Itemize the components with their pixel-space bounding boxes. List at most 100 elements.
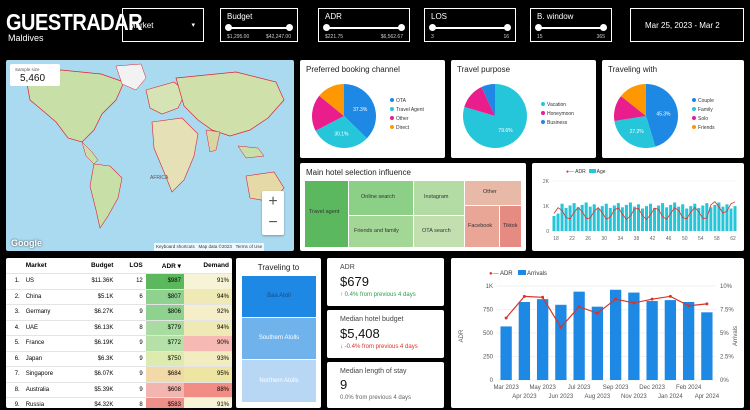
google-logo: Google bbox=[11, 238, 42, 248]
arrivals-bar[interactable] bbox=[628, 292, 640, 380]
treemap-cell-instagram[interactable]: Instagram bbox=[414, 181, 464, 215]
arrivals-bar[interactable] bbox=[682, 301, 695, 380]
arrivals-bar[interactable] bbox=[701, 312, 713, 380]
treemap-cell-travel-agent[interactable]: Travel agent bbox=[305, 181, 348, 247]
pie-slice-other[interactable] bbox=[312, 95, 344, 131]
age-bar bbox=[628, 202, 632, 231]
terms-link[interactable]: Terms of Use bbox=[235, 244, 263, 249]
table-cell: $5.39K bbox=[73, 382, 117, 398]
adr-point[interactable] bbox=[541, 295, 545, 299]
pie-slice-family[interactable] bbox=[614, 116, 656, 148]
treemap-cell-ota-search[interactable]: OTA search bbox=[414, 216, 464, 247]
table-row[interactable]: 4. UAE $6.13K 8 $779 94% bbox=[6, 320, 232, 336]
table-row[interactable]: 5. France $6.19K 9 $772 90% bbox=[6, 335, 232, 352]
adr-handle-max[interactable] bbox=[398, 24, 405, 31]
treemap-cell-facebook[interactable]: Facebook bbox=[465, 206, 499, 247]
x-tick-label: 26 bbox=[585, 236, 591, 242]
adr-handle-min[interactable] bbox=[323, 24, 330, 31]
adr-point[interactable] bbox=[522, 294, 526, 298]
los-handle-min[interactable] bbox=[429, 24, 436, 31]
arrivals-bar[interactable] bbox=[573, 291, 585, 380]
booking-channel-title: Preferred booking channel bbox=[306, 65, 400, 74]
adr-point[interactable] bbox=[668, 294, 672, 298]
arrivals-bar[interactable] bbox=[536, 299, 549, 380]
pie-slice-direct[interactable] bbox=[319, 84, 344, 116]
table-row[interactable]: 8. Australia $5.39K 9 $608 88% bbox=[6, 382, 232, 398]
table-row[interactable]: 7. Singapore $6.07K 9 $684 95% bbox=[6, 366, 232, 383]
arrivals-bar[interactable] bbox=[664, 300, 677, 380]
treemap-cell-friends[interactable]: Friends and family bbox=[349, 216, 413, 247]
los-handle-max[interactable] bbox=[504, 24, 511, 31]
y-tick-label: 250 bbox=[483, 355, 494, 361]
adr-point[interactable] bbox=[595, 311, 599, 315]
map-attribution: Keyboard shortcuts Map data ©2023 Terms … bbox=[154, 243, 265, 251]
treemap-cell-other[interactable]: Other bbox=[465, 181, 521, 205]
legend-item: Couple bbox=[692, 98, 744, 104]
column-header: Market bbox=[22, 258, 74, 274]
treemap-label: Friends and family bbox=[354, 228, 399, 234]
table-row[interactable]: 2. China $5.1K 6 $807 94% bbox=[6, 289, 232, 305]
atoll-bar-southern[interactable]: Southern Atolls bbox=[242, 318, 316, 359]
age-bar bbox=[721, 206, 725, 231]
keyboard-shortcuts-link[interactable]: Keyboard shortcuts bbox=[156, 244, 195, 249]
date-range-picker[interactable]: Mar 25, 2023 - Mar 2 bbox=[630, 8, 744, 42]
legend-dot bbox=[390, 116, 394, 120]
adr-point[interactable] bbox=[705, 302, 709, 306]
legend-label: Couple bbox=[698, 98, 714, 104]
bwindow-handle-max[interactable] bbox=[600, 24, 607, 31]
pie-slice-couple[interactable] bbox=[646, 84, 678, 147]
x-tick-label: Apr 2023 bbox=[512, 394, 537, 400]
traveling-to-title: Traveling to bbox=[257, 263, 300, 272]
table-row[interactable]: 9. Russia $4.32K 8 $583 91% bbox=[6, 397, 232, 408]
pie-slice-solo[interactable] bbox=[614, 96, 646, 122]
arrivals-bar[interactable] bbox=[591, 306, 604, 380]
table-row[interactable]: 6. Japan $6.3K 9 $750 93% bbox=[6, 351, 232, 367]
table-cell: China bbox=[22, 289, 74, 305]
arrivals-bar[interactable] bbox=[609, 289, 622, 380]
budget-slider[interactable]: Budget $1,295.00 $42,247.00 bbox=[220, 8, 298, 42]
pie-slice-friends[interactable] bbox=[620, 84, 646, 116]
arrivals-bar[interactable] bbox=[646, 301, 658, 380]
adr-point[interactable] bbox=[650, 297, 654, 301]
table-row[interactable]: 3. Germany $6.27K 9 $806 92% bbox=[6, 304, 232, 321]
market-dropdown[interactable]: Market ▾ bbox=[122, 8, 204, 42]
treemap-cell-online-search[interactable]: Online search bbox=[349, 181, 413, 215]
bwindow-handle-min[interactable] bbox=[535, 24, 542, 31]
bwindow-slider[interactable]: B. window 15 365 bbox=[530, 8, 612, 42]
los-slider[interactable]: LOS 3 16 bbox=[424, 8, 516, 42]
budget-handle-max[interactable] bbox=[286, 24, 293, 31]
map-panel[interactable]: AFRICA Sample size 5,460 + − Google Keyb… bbox=[6, 60, 294, 251]
adr-age-chart: 2K 1K 0 18 22 26 30 34 38 42 46 50 54 58 62 bbox=[543, 179, 737, 242]
adr-slider[interactable]: ADR $221.75 $6,562.67 bbox=[318, 8, 410, 42]
budget-handle-min[interactable] bbox=[225, 24, 232, 31]
adr-point[interactable] bbox=[577, 305, 581, 309]
age-bar bbox=[645, 206, 649, 231]
zoom-in-button[interactable]: + bbox=[268, 193, 278, 210]
arrivals-bar[interactable] bbox=[555, 304, 567, 380]
x-tick-label: 38 bbox=[634, 236, 640, 242]
legend-item: Family bbox=[692, 107, 744, 113]
pie-slice-travel-agent[interactable] bbox=[315, 116, 367, 148]
arrivals-bar[interactable] bbox=[500, 326, 512, 380]
atoll-bar-baa[interactable]: Baa Atoll bbox=[242, 276, 316, 317]
legend-dot bbox=[541, 120, 545, 124]
zoom-out-button[interactable]: − bbox=[268, 214, 278, 231]
adr-point[interactable] bbox=[559, 325, 563, 329]
adr-point[interactable] bbox=[632, 301, 636, 305]
adr-point[interactable] bbox=[687, 304, 691, 308]
adr-track bbox=[323, 24, 405, 31]
atoll-bar-northern[interactable]: Northern Atolls bbox=[242, 360, 316, 402]
legend-label: Vacation bbox=[547, 102, 567, 108]
pie-slice-ota[interactable] bbox=[344, 84, 376, 139]
pie-slice-honeymoon[interactable] bbox=[464, 86, 495, 116]
arrivals-bar[interactable] bbox=[518, 301, 531, 380]
pie-slice-business[interactable] bbox=[481, 84, 495, 116]
treemap-label: Online search bbox=[361, 194, 395, 200]
adr-point[interactable] bbox=[614, 297, 618, 301]
adr-point[interactable] bbox=[504, 316, 508, 320]
table-row[interactable]: 1. US $11.36K 12 $987 91% bbox=[6, 273, 232, 290]
column-header[interactable]: ADR ▾ bbox=[145, 258, 184, 274]
treemap-cell-tiktok[interactable]: Tiktok bbox=[500, 206, 521, 247]
adr-age-legend: ●— ADR Age bbox=[566, 169, 606, 175]
kpi-los: Median length of stay 9 0.0% from previo… bbox=[327, 362, 444, 408]
